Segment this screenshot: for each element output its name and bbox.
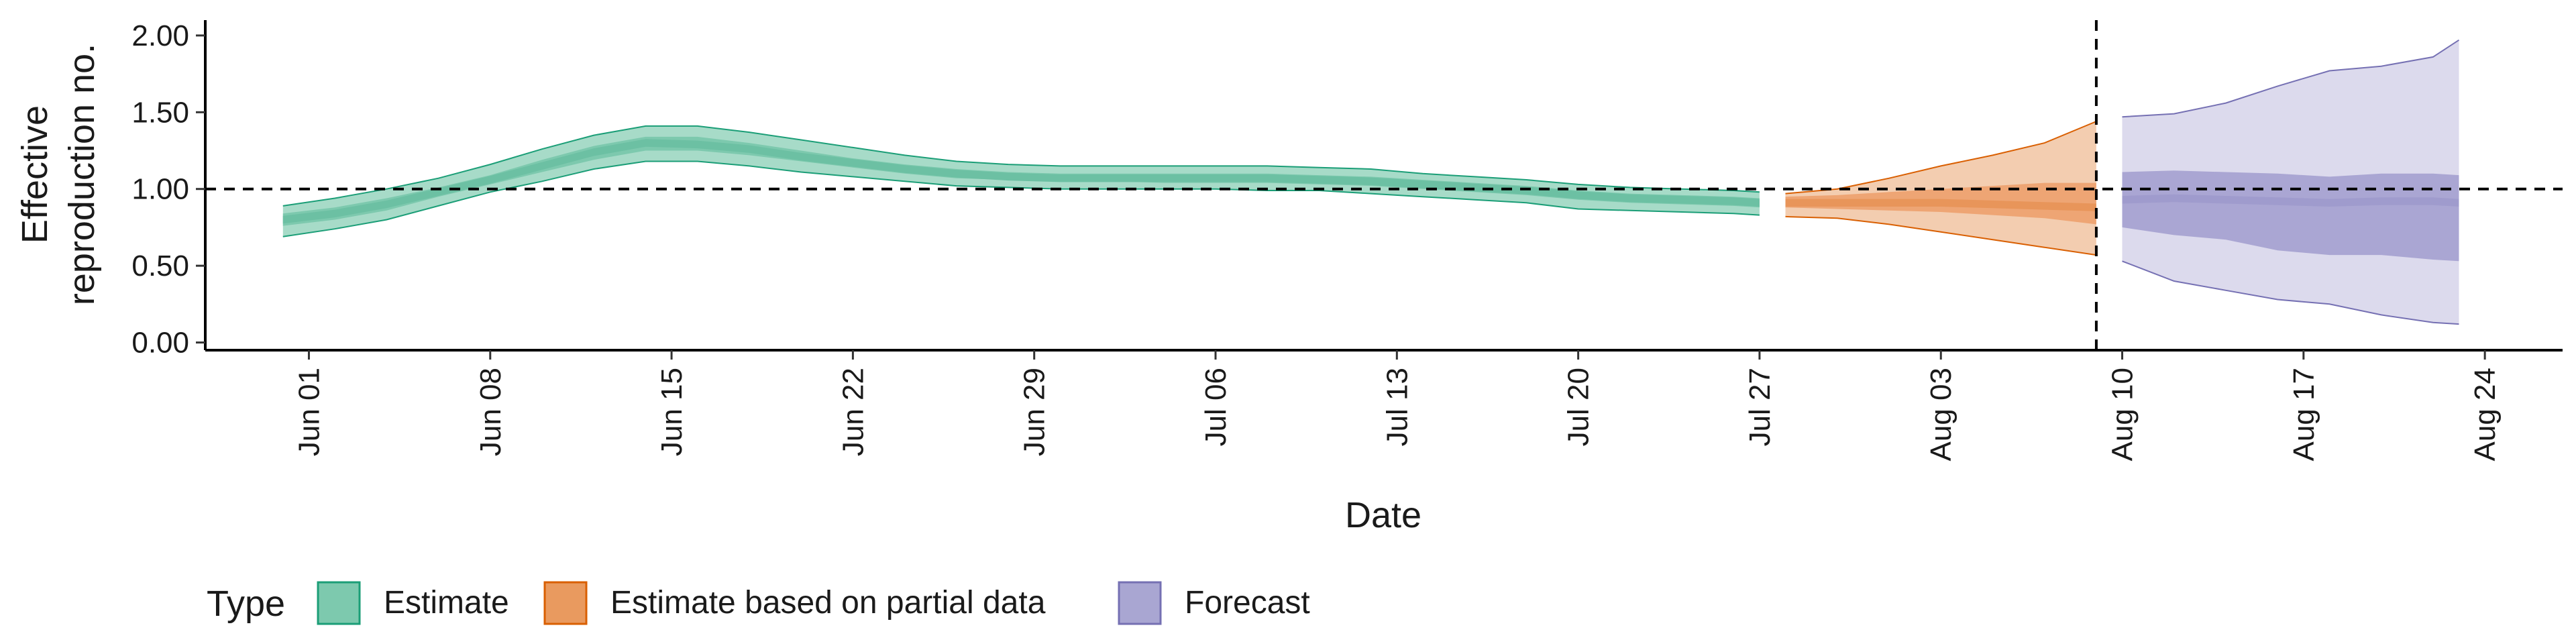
chart-bands bbox=[282, 39, 2460, 325]
legend-key-partial bbox=[543, 581, 588, 625]
legend-key-estimate bbox=[317, 581, 361, 625]
y-tick-label: 0.00 bbox=[131, 327, 189, 360]
x-tick-label: Jul 06 bbox=[1199, 368, 1232, 446]
axes bbox=[204, 20, 2563, 352]
legend-label-forecast: Forecast bbox=[1185, 585, 1310, 621]
median-band-2 bbox=[2122, 194, 2459, 207]
x-tick-label: Aug 24 bbox=[2469, 368, 2502, 461]
y-tick-label: 1.50 bbox=[131, 96, 189, 129]
series-2 bbox=[2122, 39, 2460, 325]
legend-key-forecast bbox=[1118, 581, 1162, 625]
x-tick-label: Aug 03 bbox=[1925, 368, 1957, 461]
y-axis-title: Effective reproduction no. bbox=[15, 44, 102, 305]
median-band-1 bbox=[1785, 199, 2096, 211]
y-tick-label: 2.00 bbox=[131, 19, 189, 52]
outer-lower-line-1 bbox=[1785, 215, 2097, 256]
x-tick-label: Jul 27 bbox=[1743, 368, 1776, 446]
ticks: 0.00 0.50 1.00 1.50 2.00 Jun 01 Jun 08 Jun 15 Ju… bbox=[131, 19, 2502, 462]
y-tick-label: 0.50 bbox=[131, 250, 189, 282]
legend: Type Estimate Estimate based on partial … bbox=[207, 581, 1310, 625]
x-axis-title: Date bbox=[1345, 495, 1421, 535]
legend-label-partial: Estimate based on partial data bbox=[610, 585, 1046, 621]
y-tick-label: 1.00 bbox=[131, 173, 189, 206]
outer-lower-line-2 bbox=[2122, 260, 2459, 325]
series-0 bbox=[282, 125, 1760, 237]
x-tick-label: Jun 08 bbox=[474, 368, 507, 456]
outer-upper-line-1 bbox=[1785, 121, 2097, 195]
x-tick-label: Jun 22 bbox=[837, 368, 869, 456]
outer-upper-line-0 bbox=[282, 125, 1760, 207]
legend-title: Type bbox=[207, 584, 285, 624]
x-tick-label: Aug 10 bbox=[2106, 368, 2139, 461]
legend-label-estimate: Estimate bbox=[384, 585, 509, 621]
x-tick-label: Aug 17 bbox=[2288, 368, 2320, 461]
x-tick-label: Jun 01 bbox=[293, 368, 326, 456]
x-tick-label: Jul 13 bbox=[1381, 368, 1413, 446]
x-tick-label: Jun 29 bbox=[1018, 368, 1051, 456]
outer-upper-line-2 bbox=[2122, 39, 2460, 118]
y-axis-title-line1: Effective bbox=[15, 105, 55, 244]
inner-band-2 bbox=[2122, 170, 2459, 262]
y-axis-title-line2: reproduction no. bbox=[62, 44, 102, 305]
x-tick-label: Jun 15 bbox=[655, 368, 688, 456]
outer-band-0 bbox=[282, 125, 1760, 237]
x-tick-label: Jul 20 bbox=[1562, 368, 1595, 446]
